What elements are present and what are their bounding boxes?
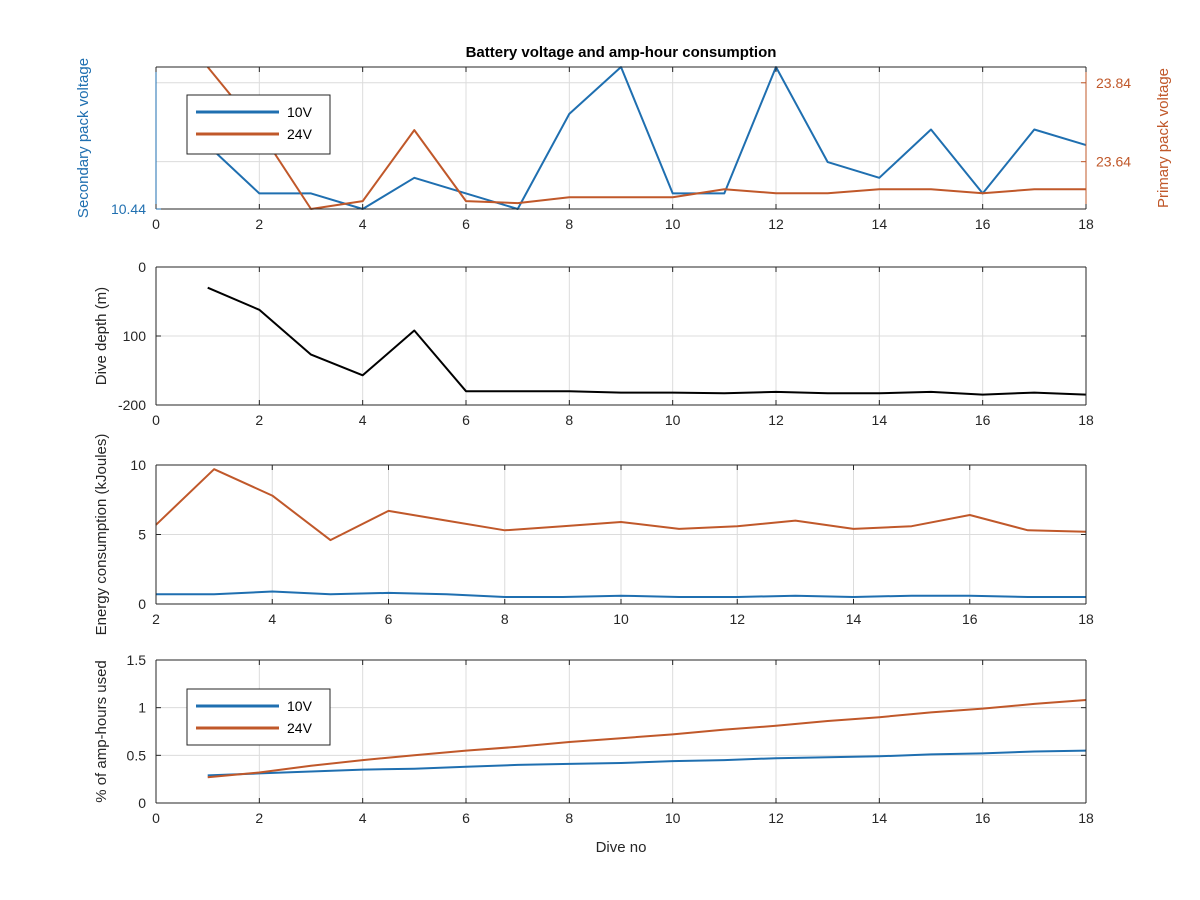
x-axis-label: Dive no: [596, 839, 647, 856]
x-tick-label: 14: [872, 216, 888, 232]
x-tick-label: 8: [565, 810, 573, 826]
x-tick-label: 0: [152, 216, 160, 232]
x-tick-label: 2: [255, 810, 263, 826]
y-right-axis-label: Primary pack voltage: [1155, 68, 1172, 208]
y-tick-label: 0: [138, 596, 146, 612]
legend-label-24v: 24V: [287, 720, 313, 736]
y-axis-label: Dive depth (m): [93, 287, 110, 385]
x-tick-label: 18: [1078, 216, 1094, 232]
x-tick-label: 18: [1078, 810, 1094, 826]
panel-1: 0 2 4 6 8 10 12 14 16 18 10.44 23.64 23.84 Secondary …: [75, 58, 1172, 232]
legend-box: [186, 94, 331, 155]
x-tick-label: 2: [255, 216, 263, 232]
series-line-10v: [207, 66, 1087, 210]
legend-label-10v: 10V: [287, 104, 313, 120]
x-tick-label: 18: [1078, 412, 1094, 428]
x-tick-label: 16: [975, 412, 991, 428]
x-tick-label: 4: [359, 412, 367, 428]
x-tick-label: 2: [152, 611, 160, 627]
x-tick-label: 0: [152, 810, 160, 826]
y-axis-label: Energy consumption (kJoules): [93, 434, 110, 636]
series-line-1: [155, 468, 1087, 542]
series-line-24v: [207, 699, 1087, 779]
legend-label-10v: 10V: [287, 698, 313, 714]
y-axis-label: % of amp-hours used: [93, 660, 110, 803]
x-tick-label: 0: [152, 412, 160, 428]
x-tick-label: 10: [613, 611, 629, 627]
x-tick-label: 4: [359, 216, 367, 232]
legend-box: [186, 688, 331, 746]
y-tick-label: 0.5: [127, 747, 147, 763]
x-tick-label: 8: [565, 216, 573, 232]
y-tick-label: 1: [138, 700, 146, 716]
panel-2: 0 2 4 6 8 10 12 14 16 18 0 100 -200 Dive depth (m): [93, 259, 1094, 428]
y-tick-label: 1.5: [127, 652, 147, 668]
series-line-1: [207, 286, 1087, 396]
x-tick-label: 8: [501, 611, 509, 627]
y-axis-label: Secondary pack voltage: [75, 58, 92, 218]
x-tick-label: 12: [768, 412, 784, 428]
x-tick-label: 4: [359, 810, 367, 826]
series-line-2: [156, 590, 1086, 598]
x-tick-label: 12: [768, 216, 784, 232]
y-tick-label: 0: [138, 259, 146, 275]
x-tick-label: 18: [1078, 611, 1094, 627]
y-right-tick-label: 23.84: [1096, 75, 1131, 91]
x-tick-label: 10: [665, 216, 681, 232]
x-tick-label: 2: [255, 412, 263, 428]
x-tick-label: 6: [462, 216, 470, 232]
panel-4: 0 2 4 6 8 10 12 14 16 18 0 0.5 1 1.5 % of amp-hours us…: [93, 652, 1094, 856]
panel-3: 2 4 6 8 10 12 14 16 18 0 5 10 Energy consumption (kJ…: [93, 434, 1094, 636]
x-tick-label: 4: [268, 611, 276, 627]
y-tick-label: 5: [138, 527, 146, 543]
x-tick-label: 16: [975, 216, 991, 232]
legend-label-24v: 24V: [287, 126, 313, 142]
figure-title: Battery voltage and amp-hour consumption: [466, 44, 777, 61]
series-line-24v: [206, 66, 1086, 210]
y-tick-label: 0: [138, 795, 146, 811]
y-tick-label: -200: [118, 397, 146, 413]
x-tick-label: 14: [846, 611, 862, 627]
y-tick-label: 10: [130, 457, 146, 473]
series-line-10v: [207, 749, 1087, 777]
x-tick-label: 6: [462, 810, 470, 826]
x-tick-label: 10: [665, 412, 681, 428]
x-tick-label: 16: [962, 611, 978, 627]
x-tick-label: 14: [872, 412, 888, 428]
x-tick-label: 8: [565, 412, 573, 428]
x-tick-label: 14: [872, 810, 888, 826]
x-tick-label: 12: [768, 810, 784, 826]
x-tick-label: 6: [385, 611, 393, 627]
x-tick-label: 6: [462, 412, 470, 428]
y-right-tick-label: 23.64: [1096, 154, 1131, 170]
y-tick-label: 100: [123, 328, 147, 344]
x-tick-label: 12: [729, 611, 745, 627]
x-tick-label: 10: [665, 810, 681, 826]
y-tick-label: 10.44: [111, 201, 146, 217]
x-tick-label: 16: [975, 810, 991, 826]
